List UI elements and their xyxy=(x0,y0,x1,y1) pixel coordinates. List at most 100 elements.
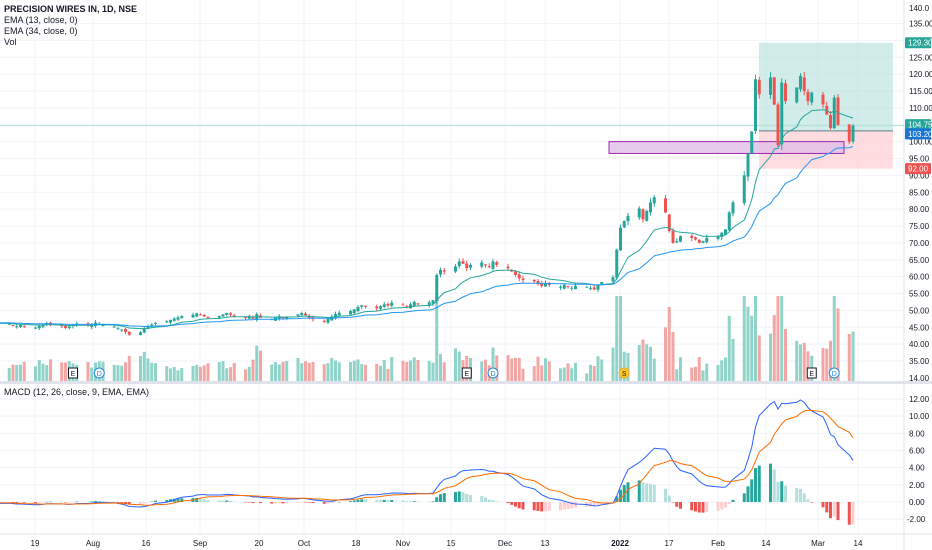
candle-body xyxy=(720,232,724,237)
macd-histogram-bar xyxy=(664,488,667,502)
time-tick-label: 17 xyxy=(665,539,674,548)
candle-body xyxy=(64,326,67,328)
macd-histogram-bar xyxy=(641,482,645,502)
volume-bar xyxy=(127,356,131,381)
macd-histogram-bar xyxy=(330,502,334,504)
ema13-line xyxy=(0,109,854,330)
macd-tick-label: 6.00 xyxy=(909,447,925,456)
price-tag xyxy=(905,37,931,49)
earnings-icon xyxy=(68,367,78,379)
macd-histogram-bar xyxy=(386,500,390,502)
event-marker-label: D xyxy=(490,371,495,378)
volume-bar xyxy=(750,315,754,381)
volume-bar xyxy=(409,360,412,381)
macd-histogram-bar xyxy=(506,502,510,504)
macd-histogram-bar xyxy=(232,501,236,503)
price-tag-label: 104.75 xyxy=(908,121,932,130)
candle-body xyxy=(506,266,510,269)
candle-body xyxy=(851,125,855,142)
volume-bar xyxy=(285,360,289,381)
volume-bar xyxy=(86,361,90,381)
candle-body xyxy=(412,301,416,306)
macd-tick-label: -2.00 xyxy=(907,515,926,524)
macd-histogram-bar xyxy=(724,502,727,508)
macd-histogram-bar xyxy=(637,480,641,502)
candle-body xyxy=(405,306,409,308)
volume-bar xyxy=(390,357,394,381)
candle-body xyxy=(176,317,180,320)
candle-body xyxy=(641,209,645,220)
candle-body xyxy=(716,236,720,239)
macd-histogram-bar xyxy=(671,502,675,503)
macd-histogram-bar xyxy=(49,501,52,503)
candle-body xyxy=(611,277,615,282)
event-marker-dividend: D xyxy=(828,367,840,379)
candle-body xyxy=(300,313,304,316)
candle-body xyxy=(772,77,776,105)
time-tick-label: 14 xyxy=(762,539,771,548)
volume-bar xyxy=(664,327,667,381)
earnings-icon xyxy=(806,367,817,379)
macd-histogram-bar xyxy=(772,469,776,502)
macd-tick-label: 10.00 xyxy=(909,412,930,421)
candle-body xyxy=(337,312,341,316)
candle-body xyxy=(836,97,840,125)
volume-bar xyxy=(154,363,157,381)
macd-histogram xyxy=(7,463,855,525)
volume-bar xyxy=(435,296,439,381)
candle-body xyxy=(615,249,619,278)
macd-histogram-bar xyxy=(615,496,619,502)
signal-line xyxy=(0,409,854,506)
candle-body xyxy=(532,279,536,282)
candle-body xyxy=(11,325,15,327)
candle-body xyxy=(649,202,652,213)
candle-body xyxy=(694,237,697,240)
volume-bar xyxy=(705,363,709,381)
macd-histogram-bar xyxy=(22,502,26,503)
candle-body xyxy=(401,304,405,306)
macd-histogram-bar xyxy=(652,484,656,502)
macd-histogram-bar xyxy=(645,483,649,502)
volume-bar xyxy=(337,362,341,381)
volume-bar xyxy=(247,366,251,381)
candle-body xyxy=(191,314,195,318)
macd-histogram-bar xyxy=(97,501,101,502)
chart-legend: PRECISION WIRES IN, 1D, NSE EMA (13, clo… xyxy=(4,4,137,48)
candle-body xyxy=(566,286,570,288)
candle-body xyxy=(221,314,225,317)
macd-histogram-bar xyxy=(592,502,596,507)
macd-histogram-bar xyxy=(746,486,750,502)
candle-body xyxy=(491,261,495,269)
volume-bar xyxy=(322,364,326,381)
candle-body xyxy=(810,92,814,103)
volume-bar xyxy=(776,296,780,381)
volume-bar xyxy=(619,296,622,381)
macd-histogram-bar xyxy=(514,502,517,507)
volume-bar xyxy=(836,308,840,381)
candle-body xyxy=(390,302,394,306)
volume-bar xyxy=(49,359,52,381)
macd-histogram-bar xyxy=(435,497,439,502)
macd-histogram-bar xyxy=(19,502,22,503)
macd-histogram-bar xyxy=(307,502,311,503)
candle-body xyxy=(142,328,146,333)
candle-body xyxy=(379,306,382,309)
macd-histogram-bar xyxy=(799,488,802,502)
volume-bar xyxy=(596,356,600,381)
volume-bar xyxy=(832,296,836,381)
ema34-line xyxy=(0,145,854,327)
volume-bar xyxy=(637,345,641,381)
volume-bar xyxy=(757,335,761,381)
candle-body xyxy=(454,266,457,272)
event-marker-earnings: E xyxy=(806,367,817,379)
price-tag-label: 103.20 xyxy=(908,130,932,139)
volume-bar xyxy=(731,339,735,381)
event-marker-label: E xyxy=(71,371,76,378)
candle-body xyxy=(202,314,206,317)
macd-histogram-bar xyxy=(311,502,315,504)
candle-body xyxy=(116,328,120,330)
dividend-icon xyxy=(828,367,840,379)
candle-body xyxy=(180,316,184,319)
macd-histogram-bar xyxy=(544,502,547,511)
